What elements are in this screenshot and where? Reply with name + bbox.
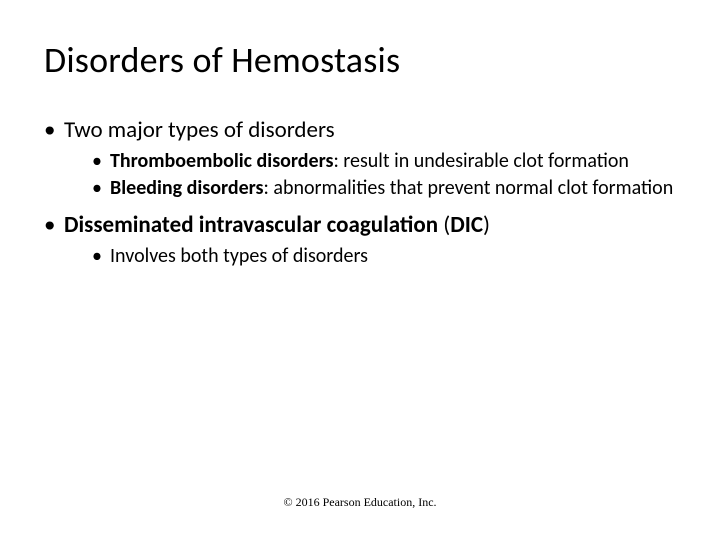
slide-title: Disorders of Hemostasis (44, 38, 676, 82)
bullet-lvl2: Thromboembolic disorders: result in unde… (64, 149, 676, 174)
bullet-lvl2: Involves both types of disorders (64, 244, 676, 269)
bullet-lvl1: Two major types of disorders Thromboembo… (44, 116, 676, 201)
bullet-rest: : abnormalities that prevent normal clot… (264, 176, 674, 200)
bullet-sublist: Thromboembolic disorders: result in unde… (64, 149, 676, 201)
bullet-bold: Thromboembolic disorders (110, 149, 333, 173)
bullet-text: Involves both types of disorders (110, 244, 368, 268)
bullet-sublist: Involves both types of disorders (64, 244, 676, 269)
bullet-bold: Bleeding disorders (110, 176, 264, 200)
slide: Disorders of Hemostasis Two major types … (0, 0, 720, 540)
bullet-lvl1: Disseminated intravascular coagulation (… (44, 211, 676, 269)
bullet-text: ) (483, 211, 490, 239)
copyright-footer: © 2016 Pearson Education, Inc. (0, 495, 720, 510)
bullet-bold: DIC (450, 211, 483, 239)
bullet-text: Two major types of disorders (64, 116, 335, 144)
bullet-list: Two major types of disorders Thromboembo… (44, 116, 676, 269)
bullet-lvl2: Bleeding disorders: abnormalities that p… (64, 176, 676, 201)
bullet-bold: Disseminated intravascular coagulation (64, 211, 438, 239)
bullet-text: ( (438, 211, 450, 239)
bullet-rest: : result in undesirable clot formation (333, 149, 628, 173)
